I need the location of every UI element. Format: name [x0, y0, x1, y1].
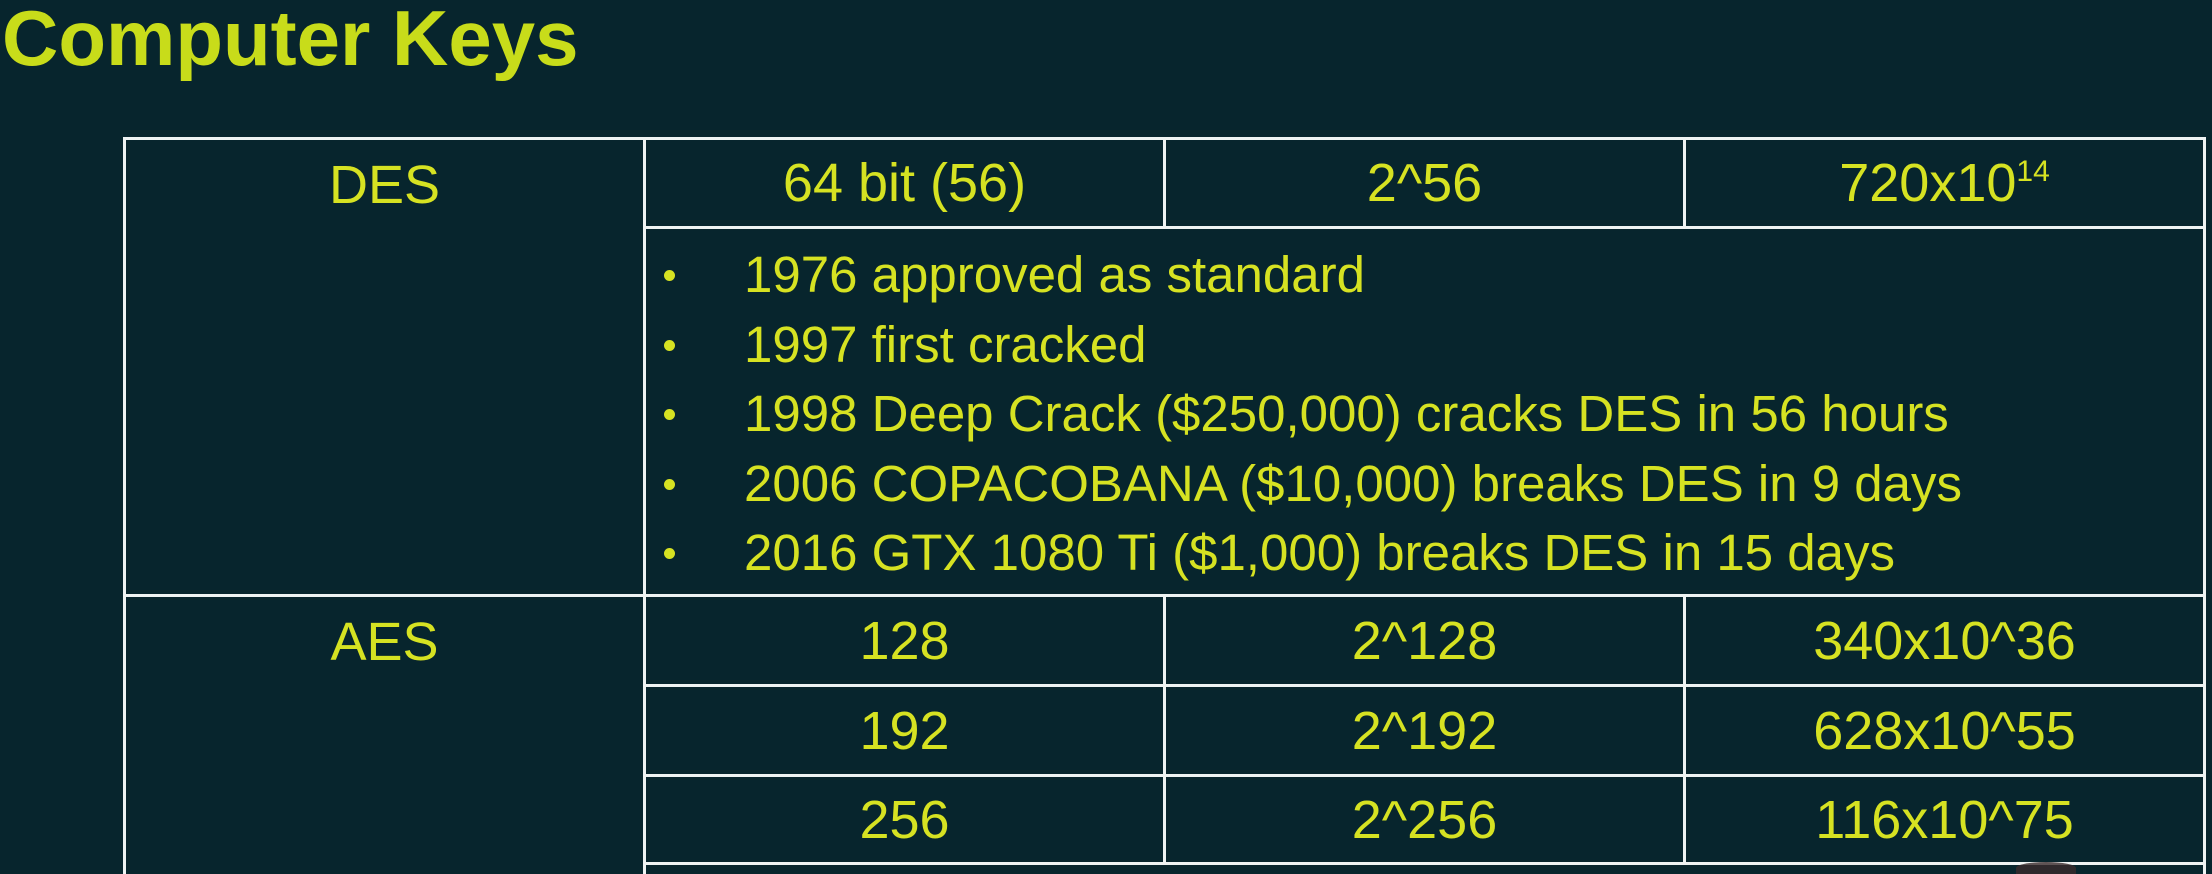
table-line-col2-aes — [1163, 594, 1166, 864]
des-keyspace: 2^56 — [1366, 153, 1483, 213]
table-row-aes-128-combinations: 340x10^36 — [1813, 610, 2076, 671]
table-line-col1 — [643, 137, 646, 874]
table-row-aes-128-keyspace: 2^128 — [1351, 610, 1498, 671]
table-line-des-header — [643, 226, 2206, 229]
page-title: Computer Keys — [2, 0, 579, 82]
bullet-icon — [664, 548, 675, 559]
table-row-aes-192-combinations: 628x10^55 — [1813, 700, 2076, 761]
table-border-left — [123, 137, 126, 874]
bullet-icon — [664, 409, 675, 420]
table-row-aes-256-combinations: 116x10^75 — [1815, 789, 2074, 850]
des-combinations: 720x1014 — [1839, 152, 2050, 214]
aes-name: AES — [330, 612, 439, 672]
table-row-aes-192-keyspace: 2^192 — [1351, 700, 1498, 761]
des-combinations-exponent: 14 — [2016, 155, 2050, 188]
des-key-size-cell: 64 bit (56) — [646, 140, 1163, 226]
table-line-aes-row2 — [643, 774, 2206, 777]
des-combinations-cell: 720x1014 — [1686, 140, 2203, 226]
des-name-cell: DES — [126, 140, 643, 226]
des-name: DES — [328, 155, 441, 215]
list-item: 2006 COPACOBANA ($10,000) breaks DES in … — [662, 449, 1962, 519]
aes-name-cell: AES — [126, 597, 643, 684]
table-line-aes-row3 — [643, 862, 2206, 865]
bullet-icon — [664, 339, 675, 351]
table-row-aes-192-key-size: 192 — [859, 700, 950, 761]
table-line-col3-aes — [1683, 594, 1686, 864]
cursor-shadow — [2016, 862, 2076, 874]
bullet-icon — [664, 270, 675, 281]
des-notes-list: 1976 approved as standard 1997 first cra… — [662, 240, 1962, 588]
list-item: 2016 GTX 1080 Ti ($1,000) breaks DES in … — [662, 518, 1962, 588]
des-combinations-base: 720x10 — [1839, 153, 2017, 213]
des-keyspace-cell: 2^56 — [1166, 140, 1683, 226]
table-row-aes-256-keyspace: 2^256 — [1351, 789, 1498, 850]
list-item: 1998 Deep Crack ($250,000) cracks DES in… — [662, 379, 1962, 449]
table-row-aes-256-key-size: 256 — [859, 789, 950, 850]
des-key-size: 64 bit (56) — [782, 153, 1027, 213]
list-item: 1997 first cracked — [662, 310, 1962, 380]
table-row-aes-128-key-size: 128 — [859, 610, 950, 671]
table-line-col3-top — [1683, 137, 1686, 228]
table-line-aes-row1 — [643, 684, 2206, 687]
table-line-col2-top — [1163, 137, 1166, 228]
list-item: 1976 approved as standard — [662, 240, 1962, 310]
bullet-icon — [664, 478, 675, 490]
table-border-right — [2203, 137, 2206, 874]
